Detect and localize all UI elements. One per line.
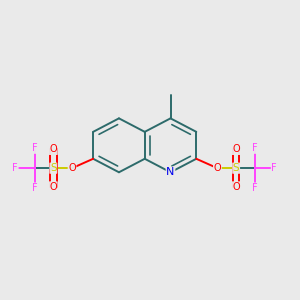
Text: F: F xyxy=(252,143,258,153)
Text: F: F xyxy=(252,183,258,193)
Text: S: S xyxy=(50,163,57,173)
Text: O: O xyxy=(214,163,221,173)
Text: O: O xyxy=(232,182,240,192)
Text: O: O xyxy=(50,144,57,154)
Text: F: F xyxy=(12,163,18,173)
Text: S: S xyxy=(233,163,239,173)
Text: F: F xyxy=(32,183,38,193)
Text: O: O xyxy=(68,163,76,173)
Text: O: O xyxy=(50,182,57,192)
Text: O: O xyxy=(232,144,240,154)
Text: F: F xyxy=(32,143,38,153)
Text: N: N xyxy=(166,167,175,177)
Text: F: F xyxy=(272,163,277,173)
